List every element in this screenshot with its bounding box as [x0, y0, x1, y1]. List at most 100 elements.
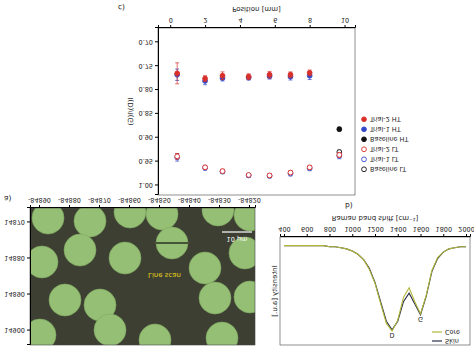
figure-root: -84890-84880-84870-84860-84850-84840-848…: [4, 3, 474, 353]
x-axis-title: Position [mm]: [232, 5, 281, 13]
error-bar: [268, 71, 272, 78]
error-bar-cap: [203, 84, 207, 85]
legend-label: Trial-1 HT: [369, 125, 401, 133]
x-axis-tick-label: 6: [273, 16, 277, 24]
x-axis-tick: 4: [238, 16, 242, 28]
x-axis-tick-label: 1200: [367, 225, 384, 233]
x-axis: 400600800100012001400160018002000: [278, 225, 474, 237]
y-axis: 14870148801489014900: [4, 208, 30, 345]
x-axis-tick-mark: [170, 25, 171, 28]
peak-label: D: [390, 331, 395, 339]
y-axis-tick-mark: [155, 113, 158, 114]
error-bar: [288, 73, 292, 80]
y-axis-tick-mark: [27, 294, 30, 295]
particle: [146, 208, 178, 230]
y-axis-tick-label: 0.90: [139, 133, 153, 141]
x-axis: -84890-84880-84870-84860-84850-84840-848…: [28, 196, 261, 208]
y-axis-tick: 14870: [4, 218, 30, 226]
particle: [30, 246, 58, 278]
error-bar: [308, 165, 312, 169]
panel-label: b): [345, 201, 353, 210]
y-axis-tick-mark: [27, 257, 30, 258]
x-axis-tick-mark: [189, 205, 190, 208]
error-bar-cap: [175, 83, 179, 84]
particle: [156, 227, 188, 259]
x-axis-tick-mark: [69, 205, 70, 208]
y-axis-tick-label: 14880: [4, 254, 25, 262]
error-bar: [308, 70, 312, 76]
panel-c: 02468100.700.750.800.850.900.951.00Basel…: [118, 3, 409, 195]
point: [175, 155, 180, 160]
point: [175, 71, 180, 76]
spectrum-line: [284, 246, 466, 330]
error-bar: [247, 75, 251, 80]
error-bar-cap: [221, 79, 225, 80]
error-bar: [337, 153, 341, 159]
x-axis-tick-label: -84820: [238, 196, 261, 204]
x-axis-tick: -84860: [118, 196, 141, 208]
x-axis-tick-mark: [205, 25, 206, 28]
legend-label: Baseline LT: [370, 165, 406, 173]
x-axis-tick-label: -84880: [58, 196, 81, 204]
point: [337, 153, 342, 158]
x-axis-tick: 0: [169, 16, 173, 28]
point: [267, 174, 272, 179]
x-axis-tick: 10: [341, 16, 349, 28]
error-bar: [337, 153, 341, 158]
x-axis-tick-label: 0: [169, 16, 173, 24]
y-axis-tick-label: 0.95: [139, 157, 153, 165]
x-axis-line: [159, 25, 356, 28]
x-axis-tick: -84870: [88, 196, 111, 208]
x-axis-tick-label: 1000: [344, 225, 361, 233]
x-axis-tick: 8: [308, 16, 312, 28]
point: [307, 166, 312, 171]
legend-marker: [362, 137, 367, 142]
particle: [109, 242, 141, 274]
y-axis-line: [27, 208, 31, 345]
panel-b: 400600800100012001400160018002000DGSkinC…: [271, 201, 474, 345]
point: [307, 70, 312, 75]
y-axis: 0.700.750.800.850.900.951.00: [139, 28, 159, 195]
particle: [64, 234, 96, 266]
y-axis-tick-mark: [155, 161, 158, 162]
x-axis-tick-mark: [421, 234, 422, 237]
y-axis-tick: 0.75: [139, 62, 158, 70]
particle: [202, 208, 234, 226]
error-bar: [203, 77, 207, 85]
error-bar-cap: [221, 71, 225, 72]
x-axis-tick: 1000: [344, 225, 361, 237]
x-axis-tick-mark: [375, 234, 376, 237]
x-axis-tick-label: 800: [324, 225, 336, 233]
x-axis-tick-mark: [345, 25, 346, 28]
x-axis-tick-label: 600: [301, 225, 313, 233]
error-bar-cap: [308, 79, 312, 80]
series: [175, 63, 312, 84]
plot-frame: [280, 237, 470, 345]
y-axis-tick-mark: [27, 221, 30, 222]
y-axis-tick-label: 0.70: [139, 38, 153, 46]
x-axis-tick-label: 400: [278, 225, 290, 233]
x-axis-tick-mark: [352, 234, 353, 237]
y-axis-tick-label: 0.85: [139, 109, 153, 117]
point: [337, 153, 342, 158]
error-bar: [288, 171, 292, 175]
y-axis-tick: 0.70: [139, 38, 158, 46]
y-axis-tick-label: 14900: [4, 326, 25, 334]
point: [246, 75, 251, 80]
point: [246, 173, 251, 178]
error-bar-cap: [288, 80, 292, 81]
x-axis-tick: -84880: [58, 196, 81, 208]
x-axis-tick: 600: [301, 225, 313, 237]
y-axis-tick: 0.90: [139, 133, 158, 141]
y-axis-tick-label: 0.80: [139, 85, 153, 93]
x-axis-tick-mark: [219, 205, 220, 208]
x-axis-tick-label: -84860: [118, 196, 141, 204]
panel-label: c): [118, 3, 125, 12]
x-axis-tick-mark: [329, 234, 330, 237]
x-axis-tick-mark: [159, 205, 160, 208]
legend-swatch: [432, 331, 442, 332]
x-axis-tick-label: -84870: [88, 196, 111, 204]
series: [337, 127, 342, 132]
y-axis-title: Intensity [a.u.]: [271, 265, 279, 317]
scale-bar: [222, 231, 252, 232]
